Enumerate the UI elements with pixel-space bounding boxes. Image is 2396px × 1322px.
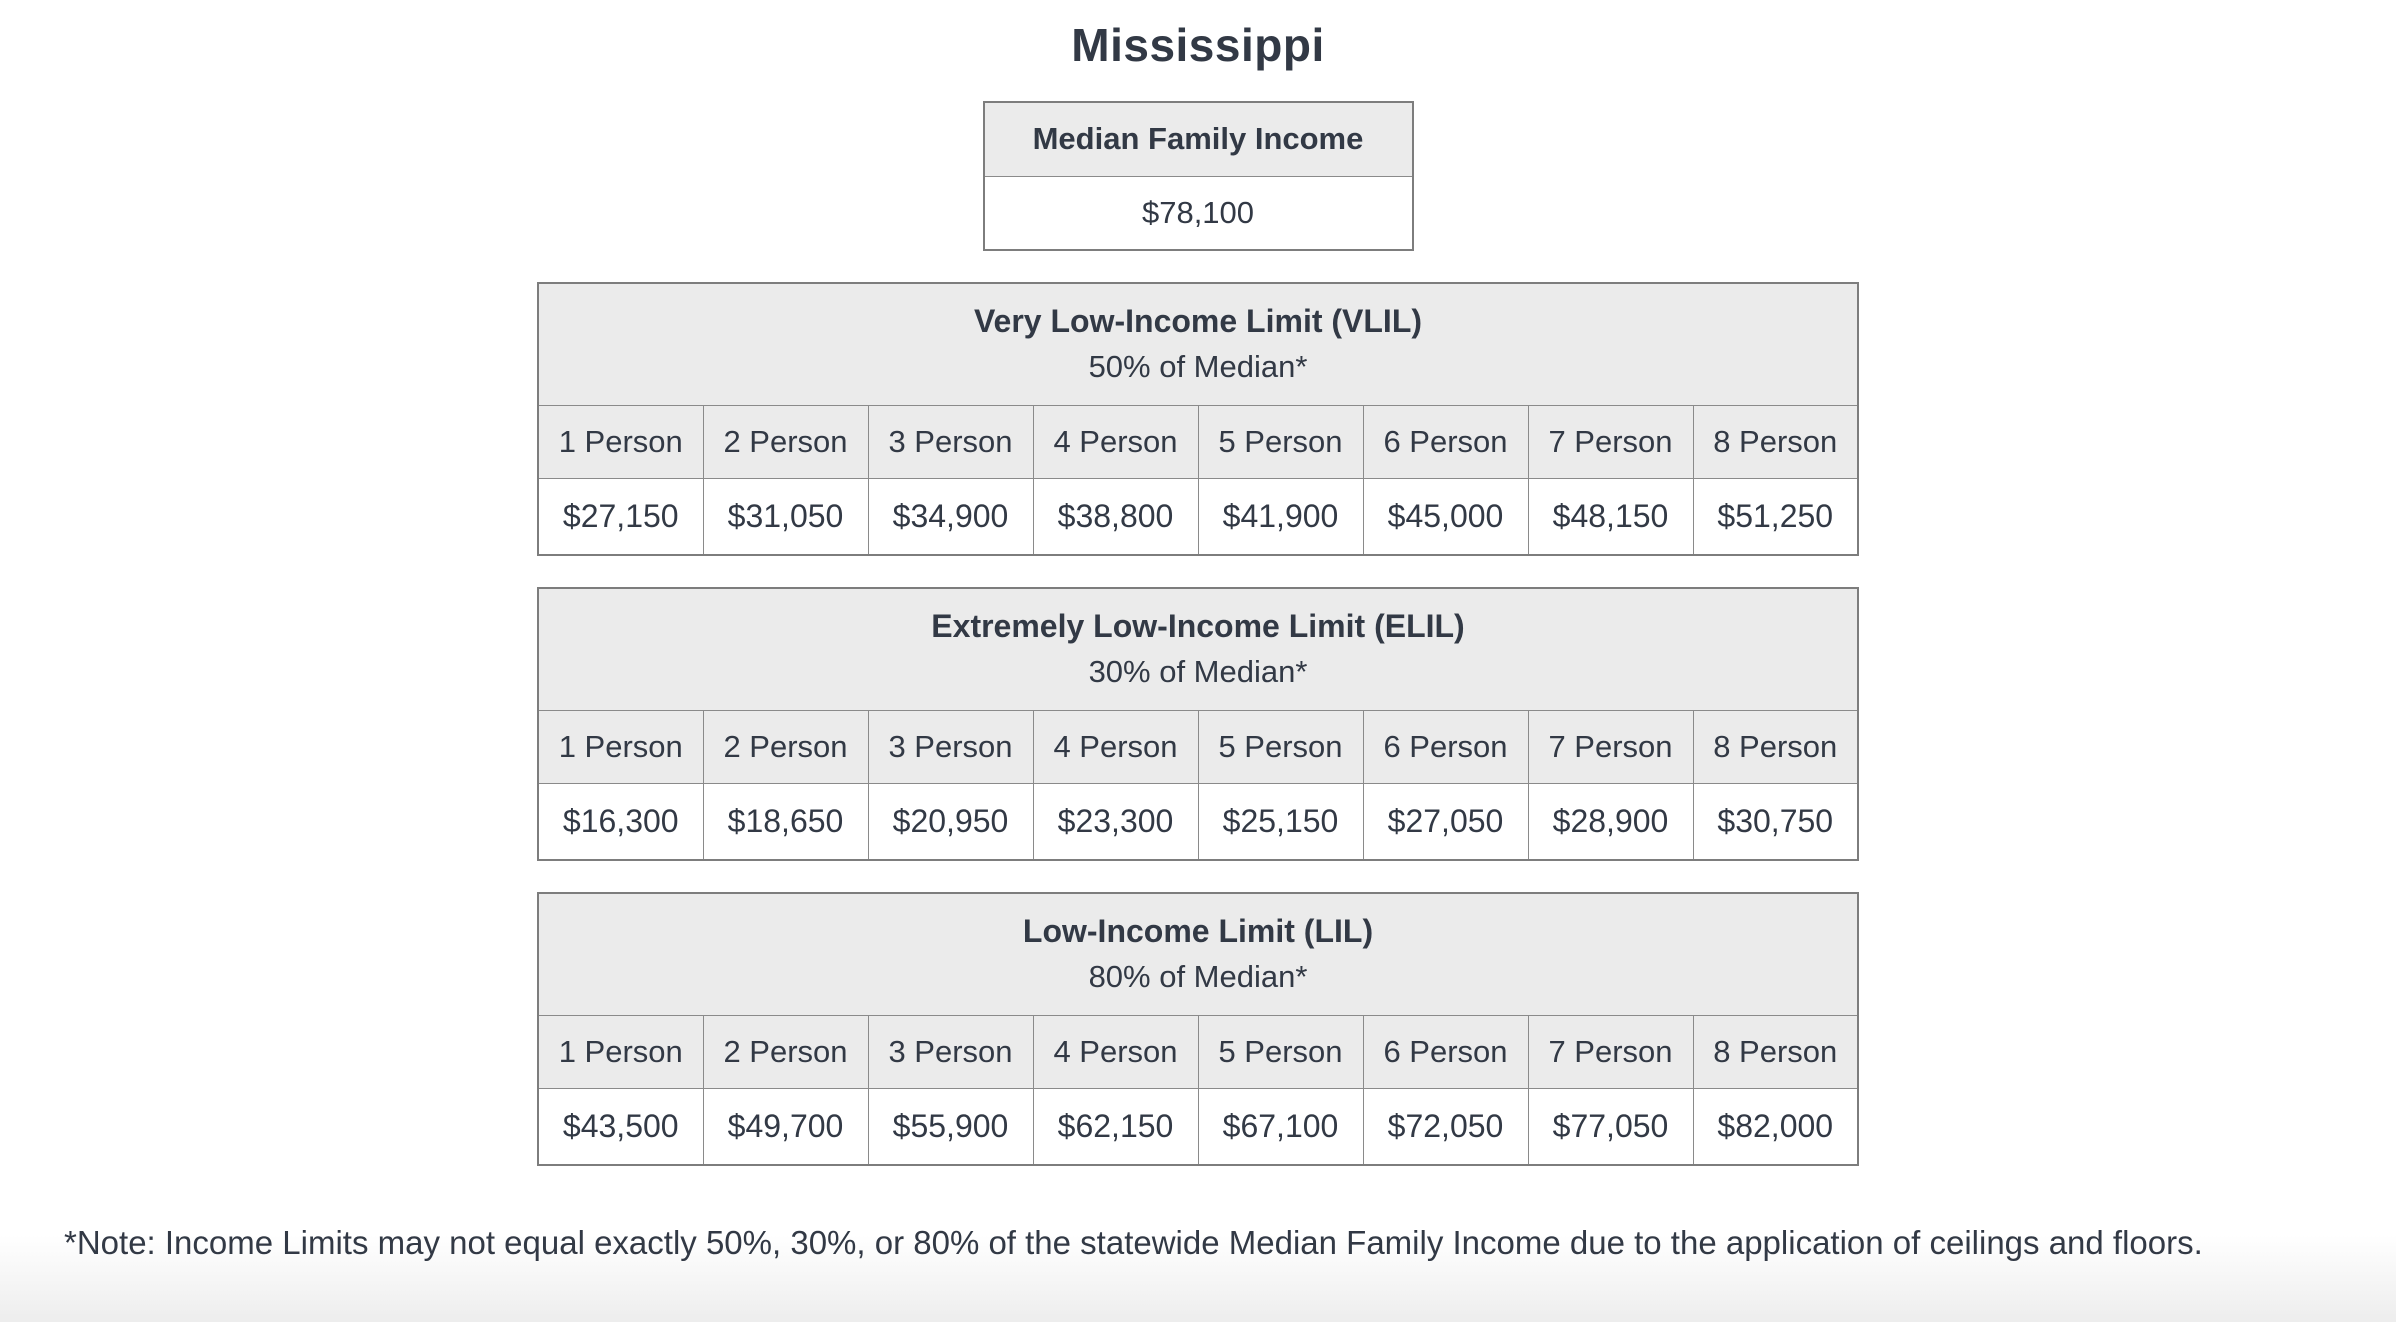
person-header-5: 5 Person: [1197, 1014, 1364, 1089]
elil-value-1: $16,300: [537, 782, 704, 861]
lil-value-3: $55,900: [867, 1087, 1034, 1166]
page-title: Mississippi: [1071, 19, 1325, 71]
person-header-3: 3 Person: [867, 709, 1034, 784]
person-header-4: 4 Person: [1032, 404, 1199, 479]
lil-value-2: $49,700: [702, 1087, 869, 1166]
person-header-1: 1 Person: [537, 404, 704, 479]
elil-title-row: Extremely Low-Income Limit (ELIL) 30% of…: [538, 588, 1858, 711]
elil-title-cell: Extremely Low-Income Limit (ELIL) 30% of…: [538, 588, 1858, 711]
elil-value-4: $23,300: [1032, 782, 1199, 861]
vlil-value-1: $27,150: [537, 477, 704, 556]
lil-title-cell: Low-Income Limit (LIL) 80% of Median*: [538, 893, 1858, 1016]
vlil-value-6: $45,000: [1362, 477, 1529, 556]
person-header-3: 3 Person: [867, 404, 1034, 479]
person-header-1: 1 Person: [537, 709, 704, 784]
person-header-3: 3 Person: [867, 1014, 1034, 1089]
elil-title: Extremely Low-Income Limit (ELIL): [931, 608, 1465, 645]
lil-value-1: $43,500: [537, 1087, 704, 1166]
lil-title-row: Low-Income Limit (LIL) 80% of Median*: [538, 893, 1858, 1016]
person-header-7: 7 Person: [1527, 709, 1694, 784]
person-header-8: 8 Person: [1692, 1014, 1859, 1089]
lil-value-4: $62,150: [1032, 1087, 1199, 1166]
person-header-8: 8 Person: [1692, 709, 1859, 784]
person-header-2: 2 Person: [702, 1014, 869, 1089]
lil-value-6: $72,050: [1362, 1087, 1529, 1166]
lil-value-8: $82,000: [1692, 1087, 1859, 1166]
elil-subtitle: 30% of Median*: [1088, 654, 1308, 690]
vlil-value-3: $34,900: [867, 477, 1034, 556]
elil-table: Extremely Low-Income Limit (ELIL) 30% of…: [537, 587, 1859, 861]
lil-values-row: $43,500 $49,700 $55,900 $62,150 $67,100 …: [537, 1087, 1859, 1166]
vlil-subtitle: 50% of Median*: [1088, 349, 1308, 385]
income-limits-page: Mississippi Median Family Income $78,100…: [64, 19, 2203, 1261]
person-header-1: 1 Person: [537, 1014, 704, 1089]
median-income-header: Median Family Income: [983, 102, 1413, 177]
vlil-person-header-row: 1 Person 2 Person 3 Person 4 Person 5 Pe…: [537, 404, 1859, 479]
lil-value-5: $67,100: [1197, 1087, 1364, 1166]
vlil-title-row: Very Low-Income Limit (VLIL) 50% of Medi…: [538, 283, 1858, 406]
median-income-header-row: Median Family Income: [983, 102, 1413, 177]
person-header-5: 5 Person: [1197, 404, 1364, 479]
elil-value-3: $20,950: [867, 782, 1034, 861]
elil-value-2: $18,650: [702, 782, 869, 861]
lil-value-7: $77,050: [1527, 1087, 1694, 1166]
vlil-title-cell: Very Low-Income Limit (VLIL) 50% of Medi…: [538, 283, 1858, 406]
elil-value-8: $30,750: [1692, 782, 1859, 861]
elil-value-6: $27,050: [1362, 782, 1529, 861]
person-header-5: 5 Person: [1197, 709, 1364, 784]
person-header-6: 6 Person: [1362, 404, 1529, 479]
person-header-7: 7 Person: [1527, 404, 1694, 479]
median-income-value-row: $78,100: [983, 176, 1413, 250]
lil-table: Low-Income Limit (LIL) 80% of Median* 1 …: [537, 892, 1859, 1166]
elil-person-header-row: 1 Person 2 Person 3 Person 4 Person 5 Pe…: [537, 709, 1859, 784]
vlil-value-8: $51,250: [1692, 477, 1859, 556]
vlil-value-4: $38,800: [1032, 477, 1199, 556]
lil-person-header-row: 1 Person 2 Person 3 Person 4 Person 5 Pe…: [537, 1014, 1859, 1089]
lil-title: Low-Income Limit (LIL): [1022, 913, 1374, 950]
elil-value-7: $28,900: [1527, 782, 1694, 861]
person-header-2: 2 Person: [702, 404, 869, 479]
elil-value-5: $25,150: [1197, 782, 1364, 861]
lil-subtitle: 80% of Median*: [1088, 959, 1308, 995]
elil-values-row: $16,300 $18,650 $20,950 $23,300 $25,150 …: [537, 782, 1859, 861]
person-header-6: 6 Person: [1362, 709, 1529, 784]
person-header-2: 2 Person: [702, 709, 869, 784]
person-header-4: 4 Person: [1032, 709, 1199, 784]
person-header-7: 7 Person: [1527, 1014, 1694, 1089]
footnote: *Note: Income Limits may not equal exact…: [64, 1224, 2203, 1261]
vlil-table: Very Low-Income Limit (VLIL) 50% of Medi…: [537, 282, 1859, 556]
vlil-value-7: $48,150: [1527, 477, 1694, 556]
vlil-value-5: $41,900: [1197, 477, 1364, 556]
vlil-value-2: $31,050: [702, 477, 869, 556]
vlil-title: Very Low-Income Limit (VLIL): [973, 303, 1423, 340]
median-income-value: $78,100: [983, 176, 1413, 250]
person-header-4: 4 Person: [1032, 1014, 1199, 1089]
person-header-8: 8 Person: [1692, 404, 1859, 479]
person-header-6: 6 Person: [1362, 1014, 1529, 1089]
median-income-table: Median Family Income $78,100: [982, 101, 1414, 251]
vlil-values-row: $27,150 $31,050 $34,900 $38,800 $41,900 …: [537, 477, 1859, 556]
